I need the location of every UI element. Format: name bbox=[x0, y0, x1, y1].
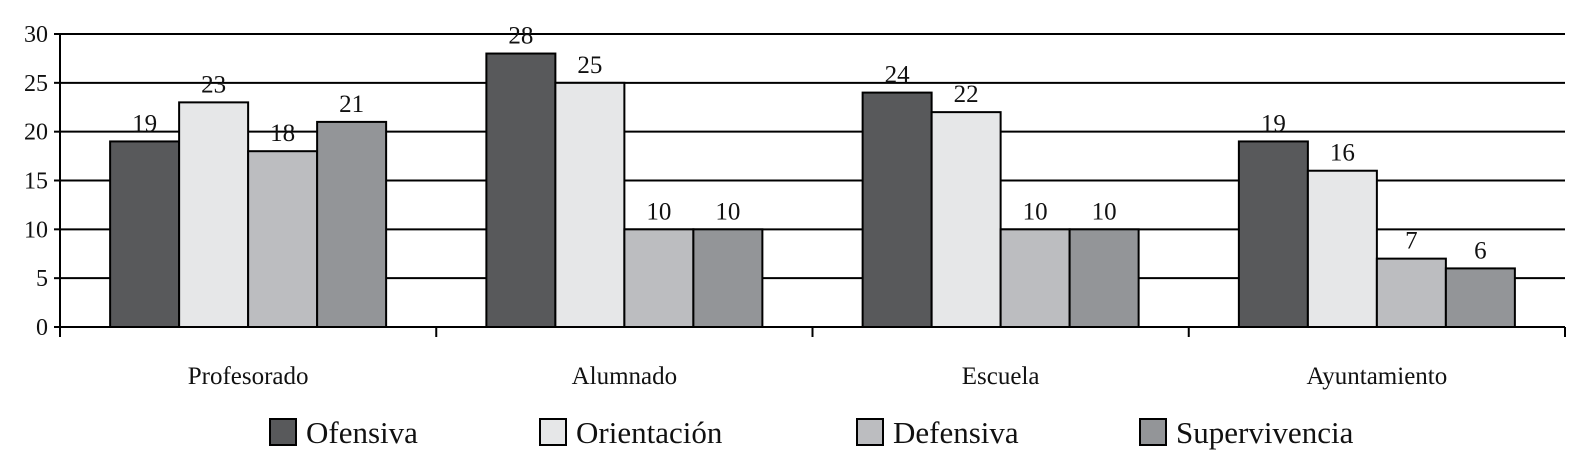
data-label: 18 bbox=[270, 120, 295, 147]
data-label: 28 bbox=[508, 23, 533, 50]
category-label: Ayuntamiento bbox=[1307, 363, 1448, 390]
legend-swatch bbox=[269, 418, 297, 446]
y-tick-label: 25 bbox=[24, 71, 48, 97]
legend-item-orientación: Orientación bbox=[539, 415, 723, 450]
data-labels: 19 23 18 21 28 25 10 10 24 22 10 10 19 16 7 6 bbox=[132, 23, 1487, 265]
data-label: 22 bbox=[954, 81, 979, 108]
data-label: 21 bbox=[339, 91, 364, 118]
legend-swatch bbox=[539, 418, 567, 446]
y-tick-label: 20 bbox=[24, 120, 48, 146]
data-label: 10 bbox=[646, 198, 671, 225]
bar-supervivencia-profesorado bbox=[316, 120, 388, 329]
data-label: 25 bbox=[577, 52, 602, 79]
data-label: 6 bbox=[1474, 237, 1487, 264]
category-labels: Profesorado Alumnado Escuela Ayuntamiento bbox=[188, 363, 1448, 390]
bar-ofensiva-profesorado bbox=[109, 140, 181, 328]
y-tick-label: 15 bbox=[24, 169, 48, 195]
legend: Ofensiva Orientación Defensiva Supervivenci… bbox=[269, 415, 1354, 450]
data-label: 16 bbox=[1330, 140, 1355, 167]
legend-label: Ofensiva bbox=[306, 415, 418, 450]
legend-label: Supervivencia bbox=[1176, 415, 1354, 450]
y-tick-label: 10 bbox=[24, 217, 48, 243]
bar-supervivencia-escuela bbox=[1068, 228, 1140, 328]
bar-defensiva-alumnado bbox=[623, 228, 695, 328]
data-label: 10 bbox=[1023, 198, 1048, 225]
bars bbox=[109, 52, 1516, 329]
category-label: Profesorado bbox=[188, 363, 309, 390]
bar-defensiva-ayuntamiento bbox=[1375, 257, 1447, 328]
bar-defensiva-profesorado bbox=[247, 150, 319, 328]
data-label: 19 bbox=[132, 110, 157, 137]
bar-defensiva-escuela bbox=[999, 228, 1071, 328]
bar-supervivencia-alumnado bbox=[692, 228, 764, 328]
legend-label: Defensiva bbox=[893, 415, 1019, 450]
data-label: 7 bbox=[1405, 228, 1418, 255]
category-label: Escuela bbox=[962, 363, 1040, 390]
legend-item-ofensiva: Ofensiva bbox=[269, 415, 418, 450]
bar-ofensiva-escuela bbox=[861, 91, 933, 328]
legend-item-defensiva: Defensiva bbox=[856, 415, 1019, 450]
data-label: 19 bbox=[1261, 110, 1286, 137]
bar-ofensiva-alumnado bbox=[485, 52, 557, 329]
data-label: 23 bbox=[201, 71, 226, 98]
y-tick-labels: 0 5 10 15 20 25 30 bbox=[24, 22, 48, 341]
bar-orientación-alumnado bbox=[554, 81, 626, 329]
legend-swatch bbox=[1139, 418, 1167, 446]
bar-supervivencia-ayuntamiento bbox=[1444, 267, 1516, 328]
data-label: 10 bbox=[715, 198, 740, 225]
legend-label: Orientación bbox=[576, 415, 723, 450]
data-label: 10 bbox=[1092, 198, 1117, 225]
category-label: Alumnado bbox=[572, 363, 678, 390]
legend-swatch bbox=[856, 418, 884, 446]
legend-item-supervivencia: Supervivencia bbox=[1139, 415, 1354, 450]
data-label: 24 bbox=[885, 62, 911, 89]
bar-orientación-profesorado bbox=[178, 101, 250, 328]
y-tick-label: 0 bbox=[36, 315, 48, 341]
bar-ofensiva-ayuntamiento bbox=[1237, 140, 1309, 328]
bar-orientación-ayuntamiento bbox=[1306, 169, 1378, 328]
y-tick-label: 5 bbox=[36, 266, 48, 292]
y-tick-label: 30 bbox=[24, 22, 48, 48]
axes bbox=[54, 33, 1566, 337]
bar-orientación-escuela bbox=[930, 111, 1002, 328]
